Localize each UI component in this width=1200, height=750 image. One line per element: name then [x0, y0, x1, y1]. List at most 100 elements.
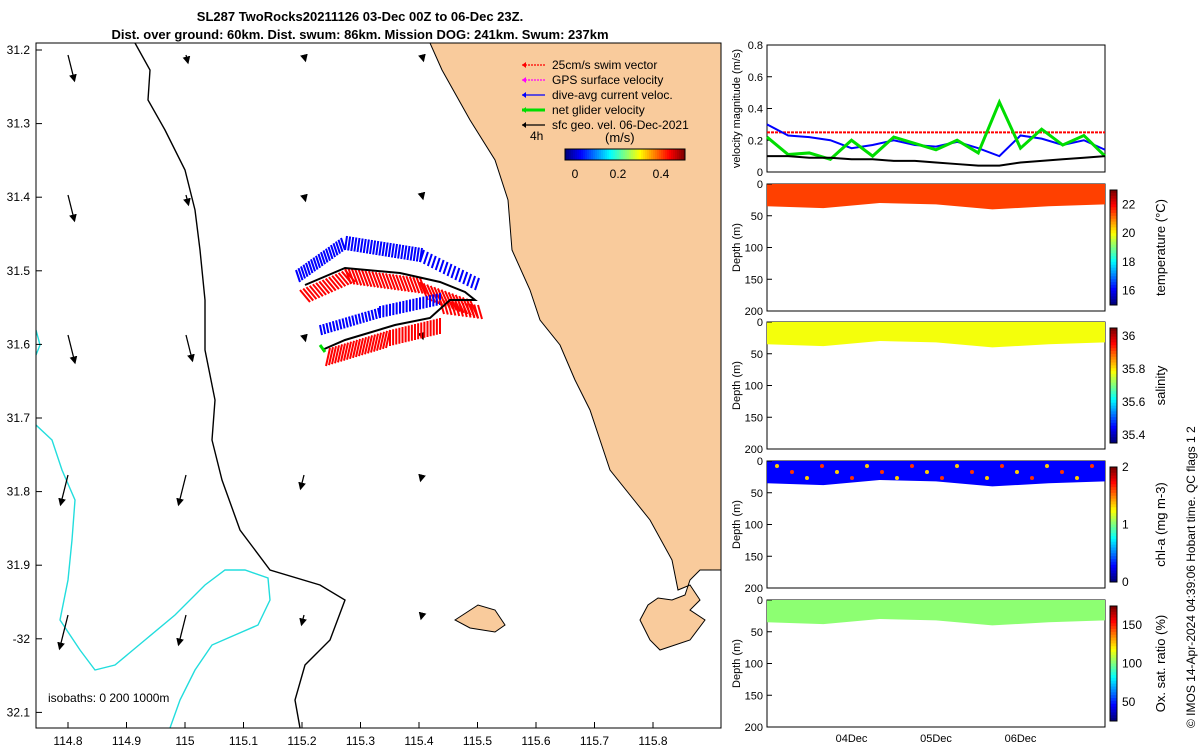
section-colorbar-cell — [1110, 689, 1117, 693]
speed-colorbar: 0 0.2 0.4 — [564, 148, 686, 181]
isobaths-label: isobaths: 0 200 1000m — [48, 691, 169, 705]
velocity-ytick-label: 0.2 — [748, 135, 763, 147]
section-colorbar-cell — [1110, 293, 1117, 297]
colorbar-cell — [587, 149, 590, 160]
section-colorbar-cell — [1110, 270, 1117, 274]
section-colorbar-cell — [1110, 405, 1117, 409]
track-vector — [434, 257, 441, 271]
section-colorbar-cell — [1110, 706, 1117, 710]
track-vector — [362, 238, 367, 254]
section-colorbar-cell — [1110, 637, 1117, 641]
legend-arrowhead — [522, 62, 526, 68]
velocity-ylabel: velocity magnitude (m/s) — [731, 49, 743, 168]
section-colorbar-cell — [1110, 302, 1117, 306]
section-colorbar-cell — [1110, 359, 1117, 363]
lon-tick-label: 115.4 — [404, 734, 433, 748]
track-vector — [353, 237, 358, 252]
section-colorbar-cell — [1110, 210, 1117, 214]
colorbar-cell — [649, 149, 652, 160]
glider-track — [295, 235, 483, 367]
section-ytick-label: 0 — [757, 179, 763, 191]
track-vector — [335, 241, 341, 254]
track-vector — [447, 291, 458, 311]
track-vector — [367, 310, 372, 322]
track-vector — [364, 311, 369, 322]
track-vector — [358, 337, 364, 357]
legend-label: 25cm/s swim vector — [552, 58, 657, 72]
section-colorbar-label: temperature (°C) — [1153, 199, 1168, 296]
chl-speckle — [805, 476, 809, 480]
section-colorbar-cell — [1110, 617, 1117, 621]
track-vector — [364, 270, 373, 288]
track-vector — [325, 248, 331, 261]
section-colorbar-cell — [1110, 614, 1117, 618]
track-vector — [297, 267, 304, 281]
track-vector — [325, 347, 331, 367]
section-colorbar-cell — [1110, 484, 1117, 488]
colorbar-cell — [679, 149, 682, 160]
section-colorbar-cell — [1110, 230, 1117, 234]
section-colorbar-tick-label: 100 — [1122, 657, 1142, 671]
track-vector — [305, 262, 311, 276]
velocity-ytick-label: 0.6 — [748, 72, 763, 84]
section-colorbar-cell — [1110, 657, 1117, 662]
section-colorbar-cell — [1110, 524, 1117, 528]
geo-arrow — [418, 611, 427, 621]
section-colorbar-cell — [1110, 279, 1117, 283]
section-colorbar-cell — [1110, 467, 1117, 471]
section-colorbar-cell — [1110, 411, 1117, 415]
legend-arrowhead — [522, 107, 526, 113]
section-colorbar-cell — [1110, 437, 1117, 441]
geo-arrow — [300, 333, 308, 343]
section-colorbar-cell — [1110, 213, 1117, 217]
section-ylabel: Depth (m) — [731, 223, 743, 272]
track-vector — [334, 345, 340, 364]
colorbar-cell — [615, 149, 618, 160]
lon-tick-label: 115.6 — [521, 734, 550, 748]
section-colorbar-tick-label: 16 — [1122, 284, 1136, 298]
lon-tick-label: 115.8 — [638, 734, 667, 748]
track-vector — [327, 246, 334, 260]
section-colorbar-cell — [1110, 368, 1117, 372]
section-colorbar-cell — [1110, 388, 1117, 392]
track-vector — [344, 317, 349, 328]
section-colorbar-cell — [1110, 660, 1117, 664]
section-colorbar-cell — [1110, 253, 1117, 257]
track-vector — [375, 240, 380, 256]
velocity-series-sfc-geo-vel- — [767, 155, 1106, 167]
colorbar-cell — [637, 149, 640, 160]
geo-arrow — [67, 334, 78, 365]
section-colorbar-cell — [1110, 339, 1117, 343]
section-colorbar-cell — [1110, 261, 1117, 266]
geo-arrow — [418, 53, 426, 63]
time-tick-label: 06Dec — [1005, 733, 1037, 745]
track-vector — [430, 255, 437, 269]
section-ytick-label: 100 — [745, 520, 763, 532]
section-colorbar-cell — [1110, 198, 1117, 202]
colorbar-cell — [681, 149, 684, 160]
track-vector — [466, 273, 473, 287]
track-vector — [307, 260, 314, 274]
colorbar-cell — [641, 149, 644, 160]
track-vector — [338, 319, 343, 330]
track-vector — [334, 273, 347, 287]
section-colorbar-cell — [1110, 564, 1117, 569]
section-colorbar-cell — [1110, 703, 1117, 708]
chl-speckle — [1090, 464, 1094, 468]
track-vector — [394, 243, 398, 259]
section-colorbar-cell — [1110, 536, 1117, 540]
track-vector — [324, 277, 337, 292]
section-colorbar-cell — [1110, 273, 1117, 277]
colorbar-cell — [595, 149, 598, 160]
section-colorbar-cell — [1110, 518, 1117, 523]
section-colorbar-tick-label: 50 — [1122, 695, 1136, 709]
colorbar-cell — [669, 149, 672, 160]
legend-arrowhead — [522, 92, 526, 98]
track-vector — [322, 250, 329, 263]
lon-tick-label: 114.9 — [112, 734, 141, 748]
track-vector — [357, 313, 362, 324]
track-vector — [300, 266, 306, 279]
section-ytick-label: 100 — [745, 243, 763, 255]
section-data-fill — [767, 600, 1105, 626]
